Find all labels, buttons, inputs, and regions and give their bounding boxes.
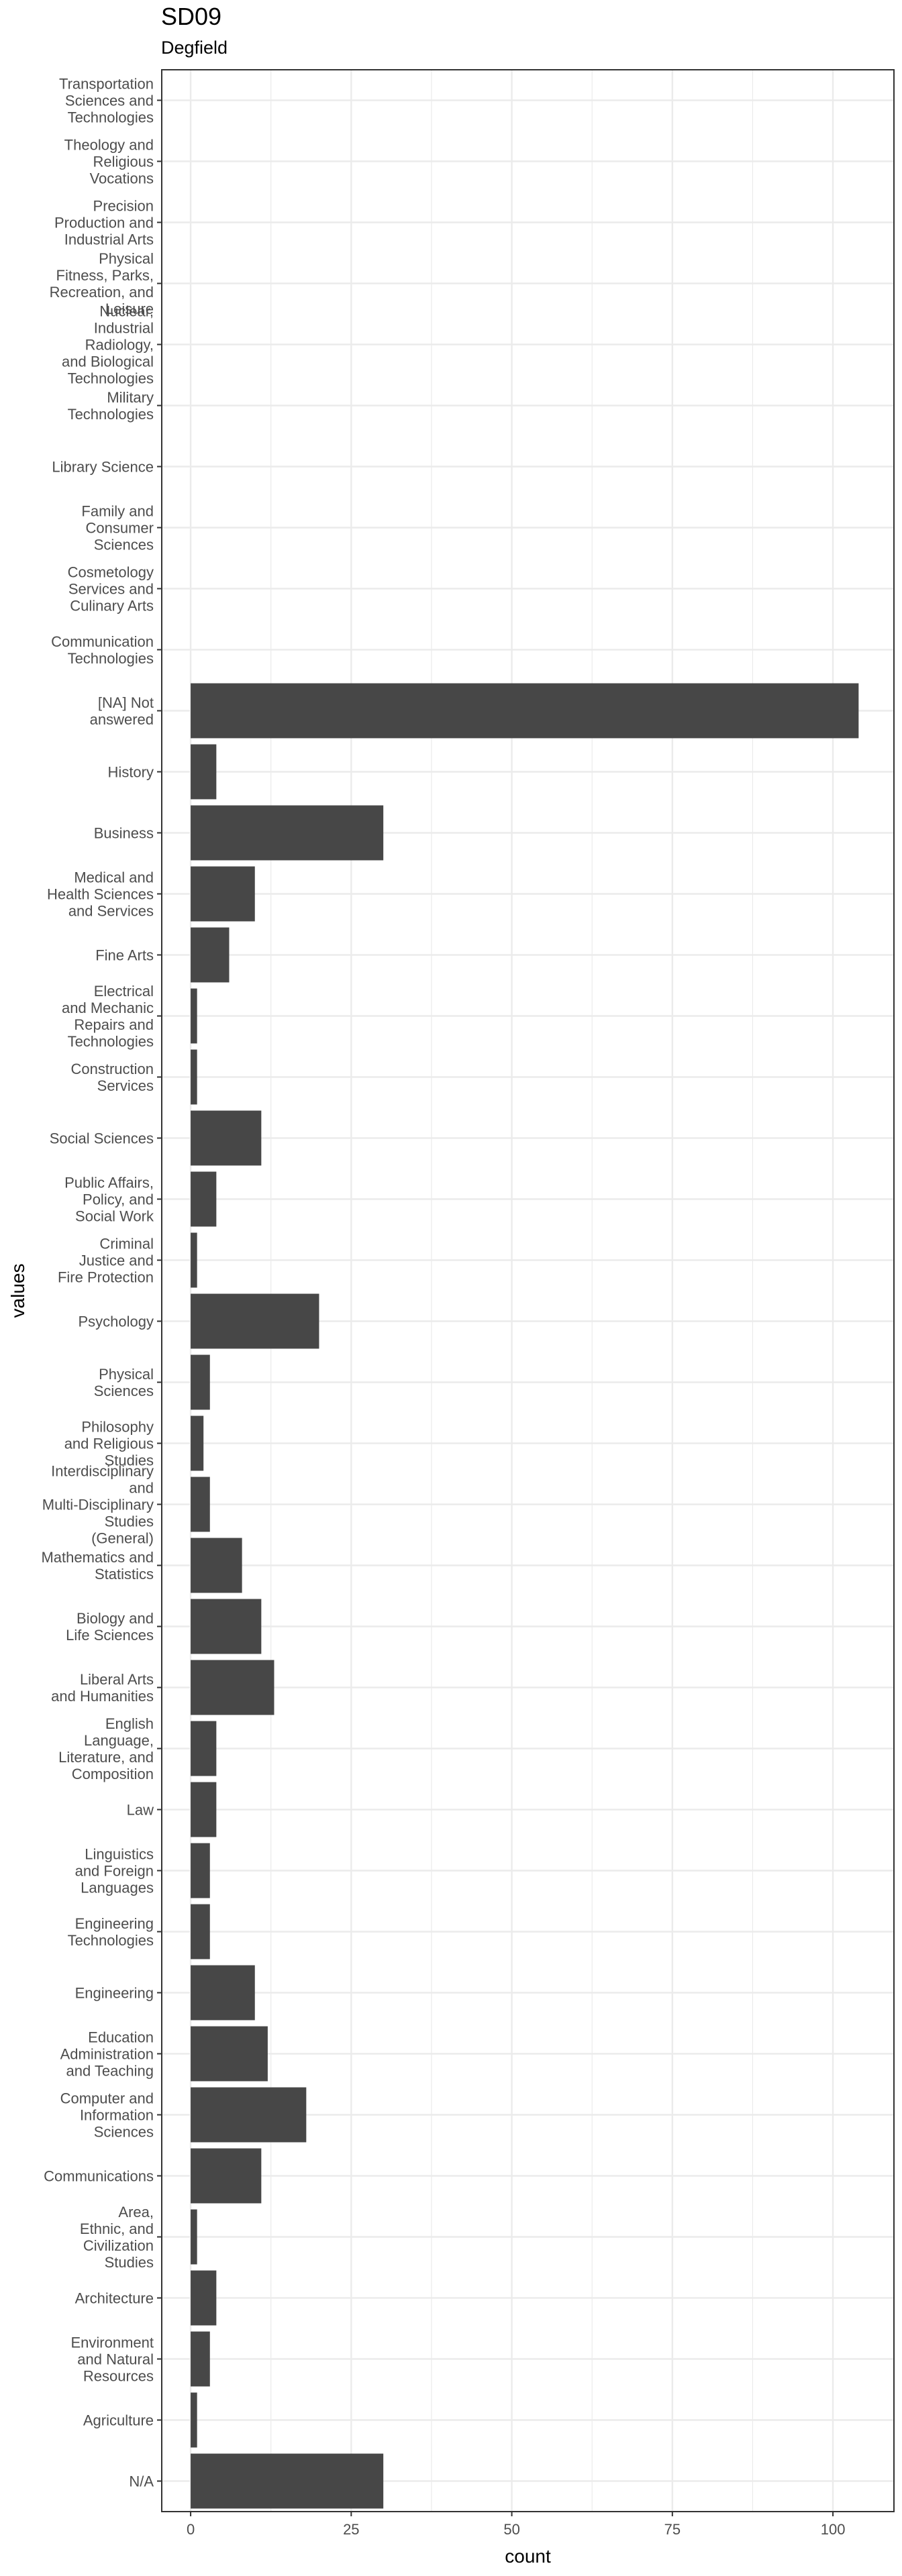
y-tick-label: Engineering (75, 1985, 154, 2002)
bar (191, 2209, 197, 2265)
y-tick-label: English Language, Literature, and Compositi… (58, 1715, 154, 1782)
y-tick-label: Transportation Sciences and Technologies (59, 76, 154, 126)
bar (191, 1110, 262, 1166)
y-tick-label: Communication Technologies (51, 633, 154, 667)
bar (191, 805, 384, 861)
bar (191, 2270, 217, 2326)
bar (191, 2087, 307, 2143)
bar (191, 927, 230, 983)
chart-title: SD09 (161, 3, 222, 30)
y-tick-label: Communications (44, 2168, 154, 2185)
y-tick-label: Electrical and Mechanic Repairs and Technol… (62, 983, 154, 1050)
bar (191, 866, 255, 922)
y-tick-label: Computer and Information Sciences (60, 2090, 154, 2141)
bar (191, 2392, 197, 2448)
y-tick-label: Biology and Life Sciences (66, 1610, 154, 1644)
y-tick-label: Business (94, 825, 154, 842)
bar (191, 1904, 210, 1960)
y-tick-label: Area, Ethnic, and Civilization Studies (80, 2204, 154, 2271)
y-tick-label: Mathematics and Statistics (41, 1549, 154, 1582)
bar (191, 1782, 217, 1837)
x-tick-label: 50 (503, 2521, 519, 2538)
y-tick-label: Construction Services (70, 1061, 154, 1094)
y-tick-label: [NA] Not answered (90, 694, 154, 728)
y-tick-label: Interdisciplinary and Multi-Disciplinary St… (42, 1463, 154, 1547)
bar (191, 1232, 197, 1288)
chart-subtitle: Degfield (161, 38, 228, 58)
y-tick-label: Philosophy and Religious Studies (64, 1419, 154, 1469)
bar (191, 1965, 255, 2021)
bar (191, 1599, 262, 1654)
bar (191, 988, 197, 1044)
y-tick-label: Fine Arts (95, 947, 154, 964)
y-tick-label: Public Affairs, Policy, and Social Work (64, 1175, 154, 1225)
x-axis-title: count (505, 2546, 551, 2567)
bar (191, 1049, 197, 1105)
y-tick-label: Physical Fitness, Parks, Recreation, and Le… (50, 250, 154, 317)
bar (191, 2331, 210, 2387)
y-tick-label: Cosmetology Services and Culinary Arts (68, 564, 154, 614)
x-tick-label: 0 (187, 2521, 195, 2538)
bar (191, 1415, 204, 1471)
bar (191, 2148, 262, 2204)
bar (191, 1477, 210, 1532)
bar (191, 683, 859, 739)
bar (191, 744, 217, 800)
bar (191, 1171, 217, 1227)
bar (191, 1843, 210, 1898)
plot-panel (162, 70, 894, 2512)
y-tick-label: Linguistics and Foreign Languages (75, 1846, 154, 1896)
x-tick-label: 100 (821, 2521, 846, 2538)
y-tick-label: Social Sciences (50, 1130, 154, 1147)
y-tick-label: Education Administration and Teaching (60, 2029, 154, 2080)
x-tick-label: 25 (343, 2521, 359, 2538)
bar (191, 1538, 242, 1593)
bar (191, 1721, 217, 1776)
bar (191, 2453, 384, 2509)
y-tick-label: Environment and Natural Resources (70, 2334, 154, 2385)
plot-border (161, 69, 895, 2512)
y-tick-label: Family and Consumer Sciences (81, 503, 154, 553)
x-tick-label: 75 (664, 2521, 681, 2538)
y-tick-label: Psychology (78, 1313, 154, 1330)
y-tick-label: Precision Production and Industrial Arts (54, 198, 154, 248)
bar (191, 1293, 319, 1349)
y-axis-title: values (7, 1264, 28, 1318)
y-tick-label: Medical and Health Sciences and Services (47, 869, 154, 920)
y-tick-label: Criminal Justice and Fire Protection (58, 1236, 154, 1286)
bar (191, 1354, 210, 1410)
y-tick-label: Architecture (75, 2290, 154, 2307)
y-tick-label: Physical Sciences (94, 1366, 154, 1399)
y-tick-label: Military Technologies (68, 389, 154, 423)
y-tick-label: N/A (129, 2473, 154, 2490)
y-tick-label: Nuclear, Industrial Radiology, and Biologic… (62, 303, 154, 387)
bar (191, 1660, 274, 1715)
y-tick-label: Law (127, 1802, 154, 1819)
y-tick-label: Agriculture (83, 2412, 154, 2429)
bar (191, 2026, 268, 2082)
y-tick-label: History (108, 764, 154, 781)
y-tick-label: Theology and Religious Vocations (64, 137, 154, 187)
y-tick-label: Engineering Technologies (68, 1915, 154, 1949)
y-tick-label: Liberal Arts and Humanities (51, 1671, 154, 1705)
y-tick-label: Library Science (52, 459, 154, 476)
